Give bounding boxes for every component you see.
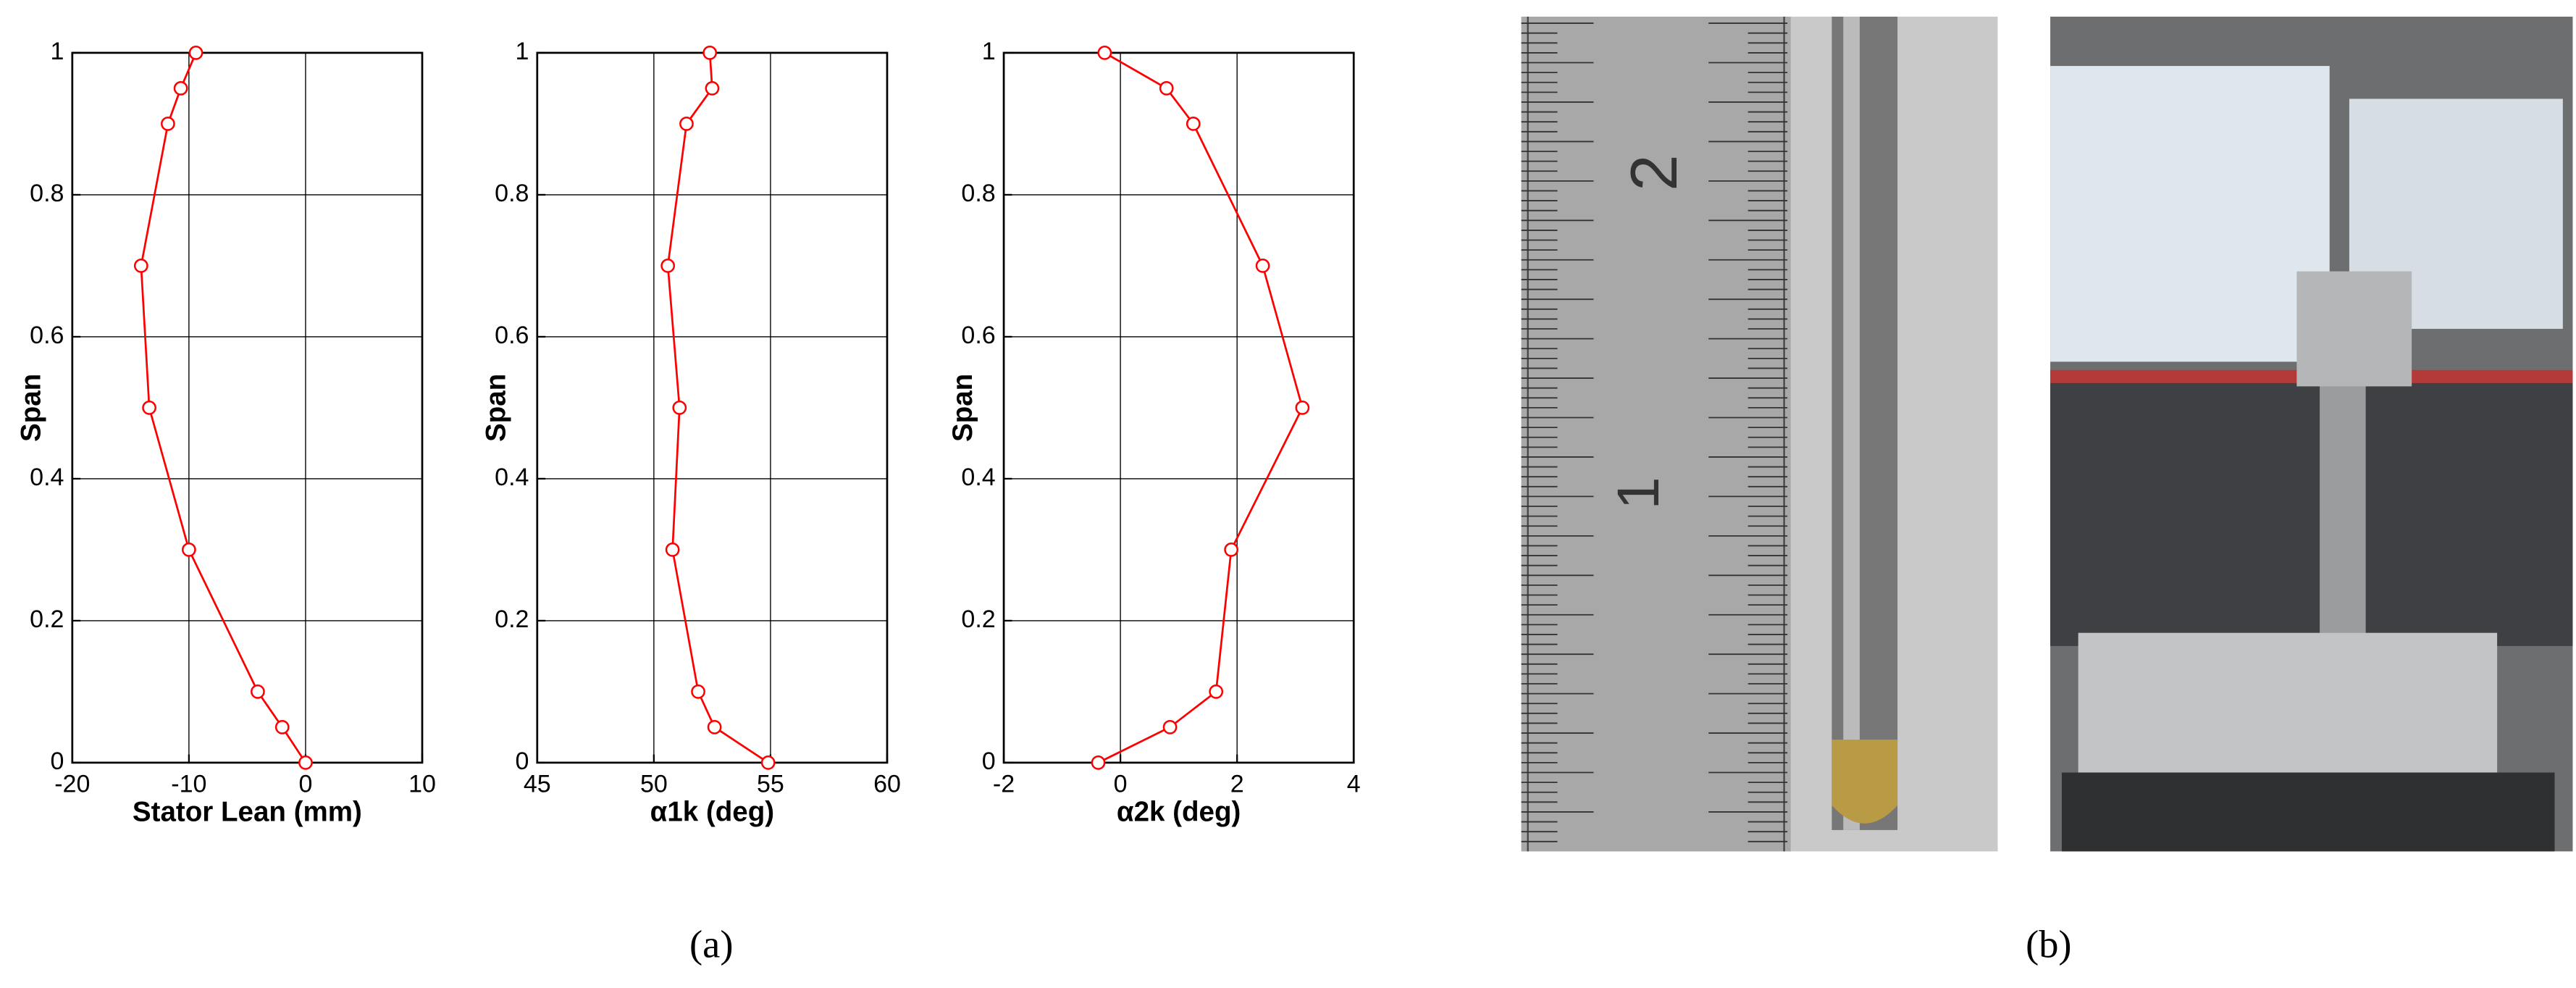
data-point — [707, 720, 722, 734]
y-tick-label: 0.4 — [30, 464, 64, 491]
x-tick-label: 4 — [1347, 771, 1361, 798]
y-tick-label: 0.8 — [961, 180, 995, 207]
data-point — [298, 755, 313, 770]
y-tick-label: 0 — [982, 748, 996, 775]
data-point — [679, 117, 694, 131]
rig-photo — [2050, 17, 2573, 852]
x-tick-label: -20 — [54, 771, 90, 798]
y-tick-label: 0.6 — [495, 322, 529, 349]
data-point — [705, 81, 720, 96]
y-tick-label: 0 — [516, 748, 529, 775]
probe-photo: 2 1 — [1521, 17, 1998, 852]
y-axis-label: Span — [947, 374, 978, 442]
data-point — [251, 685, 265, 699]
data-point — [1186, 117, 1201, 131]
data-point — [142, 401, 156, 415]
data-point — [1255, 259, 1270, 273]
data-point — [1159, 81, 1174, 96]
y-tick-label: 0.6 — [30, 322, 64, 349]
data-point — [1091, 755, 1106, 770]
x-tick-label: -2 — [993, 771, 1015, 798]
data-point — [672, 401, 687, 415]
x-tick-label: 50 — [640, 771, 668, 798]
y-tick-label: 1 — [982, 38, 996, 65]
data-point — [760, 755, 776, 770]
caption: (b) — [2026, 922, 2071, 966]
x-tick-label: 0 — [298, 771, 312, 798]
data-point — [1295, 401, 1310, 415]
x-tick-label: 55 — [757, 771, 784, 798]
y-tick-label: 0.4 — [961, 464, 995, 491]
ruler-mark: 1 — [1606, 477, 1671, 509]
data-point — [274, 720, 290, 734]
data-point — [133, 259, 148, 273]
data-point — [182, 543, 196, 557]
plot-frame — [536, 51, 889, 764]
x-tick-label: 2 — [1230, 771, 1244, 798]
y-tick-label: 0 — [51, 748, 64, 775]
y-tick-label: 0.2 — [961, 606, 995, 633]
y-tick-label: 0.8 — [495, 180, 529, 207]
x-tick-label: -10 — [171, 771, 206, 798]
x-axis-label: α2k (deg) — [1117, 796, 1241, 827]
data-point — [665, 543, 680, 557]
data-point — [691, 685, 705, 699]
y-tick-label: 0.6 — [961, 322, 995, 349]
data-point — [1097, 46, 1112, 60]
y-tick-label: 0.8 — [30, 180, 64, 207]
data-point — [188, 46, 204, 60]
x-tick-label: 0 — [1114, 771, 1128, 798]
x-axis-label: Stator Lean (mm) — [133, 796, 362, 827]
data-point — [660, 259, 676, 273]
data-point — [1162, 720, 1178, 734]
data-point — [173, 81, 188, 96]
y-tick-label: 0.2 — [495, 606, 529, 633]
y-tick-label: 0.4 — [495, 464, 529, 491]
plot-frame — [1002, 51, 1355, 764]
y-axis-label: Span — [481, 374, 512, 442]
data-line — [1097, 51, 1304, 764]
data-point — [702, 46, 718, 60]
y-axis-label: Span — [16, 374, 47, 442]
y-tick-label: 0.2 — [30, 606, 64, 633]
data-point — [1224, 543, 1238, 557]
data-line — [140, 52, 307, 763]
caption: (a) — [689, 922, 733, 966]
ruler-mark: 2 — [1618, 154, 1691, 191]
data-point — [1209, 685, 1224, 699]
data-point — [161, 117, 175, 131]
y-tick-label: 1 — [51, 38, 64, 65]
x-tick-label: 45 — [524, 771, 551, 798]
plot-frame — [71, 51, 424, 764]
y-tick-label: 1 — [516, 38, 529, 65]
x-tick-label: 10 — [408, 771, 436, 798]
x-axis-label: α1k (deg) — [650, 796, 775, 827]
x-tick-label: 60 — [873, 771, 901, 798]
